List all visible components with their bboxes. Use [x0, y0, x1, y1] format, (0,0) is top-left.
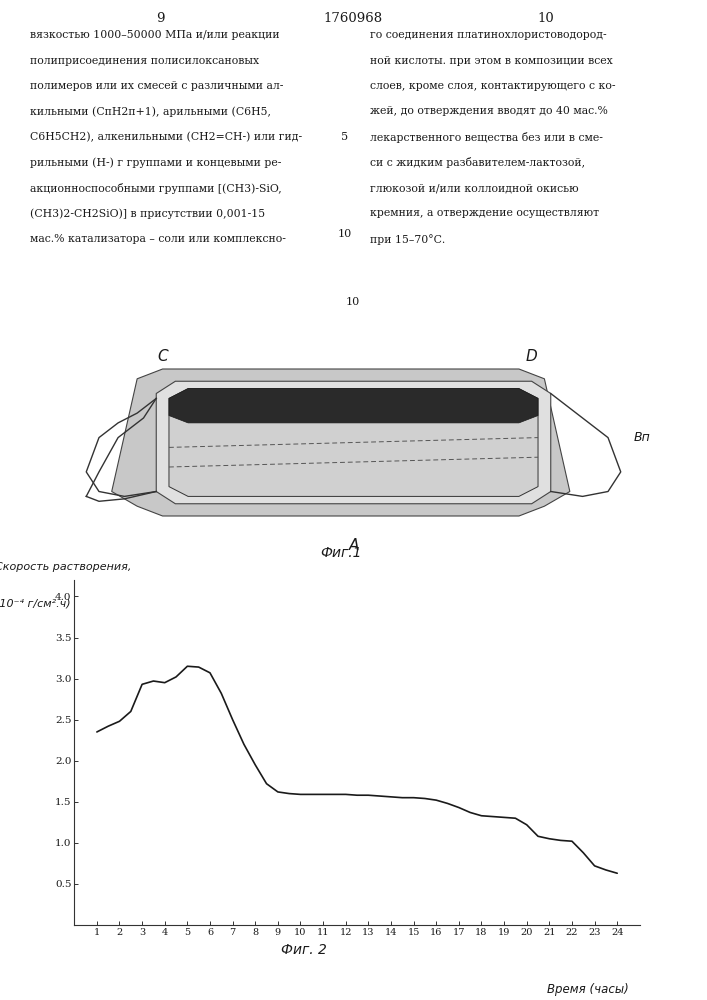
Text: слоев, кроме слоя, контактирующего с ко-: слоев, кроме слоя, контактирующего с ко-	[370, 81, 616, 91]
Text: Фиг. 2: Фиг. 2	[281, 943, 327, 957]
Polygon shape	[169, 389, 538, 423]
Text: 5: 5	[341, 132, 349, 142]
Text: при 15–70°С.: при 15–70°С.	[370, 234, 445, 245]
Text: жей, до отверждения вводят до 40 мас.%: жей, до отверждения вводят до 40 мас.%	[370, 106, 608, 116]
Polygon shape	[156, 381, 551, 504]
Polygon shape	[112, 369, 570, 516]
Text: кильными (СпН2п+1), арильными (С6Н5,: кильными (СпН2п+1), арильными (С6Н5,	[30, 106, 271, 117]
Text: ной кислоты. при этом в композиции всех: ной кислоты. при этом в композиции всех	[370, 55, 613, 66]
Text: С6Н5СН2), алкенильными (СН2=СН-) или гид-: С6Н5СН2), алкенильными (СН2=СН-) или гид…	[30, 132, 302, 142]
Text: 10: 10	[338, 229, 352, 239]
Text: C: C	[157, 349, 168, 364]
Text: Скорость растворения,: Скорость растворения,	[0, 562, 132, 572]
Text: мас.% катализатора – соли или комплексно-: мас.% катализатора – соли или комплексно…	[30, 234, 286, 244]
Text: 1760968: 1760968	[323, 12, 382, 25]
Text: Фиг.1: Фиг.1	[320, 546, 361, 560]
Text: D: D	[526, 349, 537, 364]
Text: си с жидким разбавителем-лактозой,: си с жидким разбавителем-лактозой,	[370, 157, 585, 168]
Polygon shape	[169, 389, 538, 496]
Text: лекарственного вещества без или в сме-: лекарственного вещества без или в сме-	[370, 132, 603, 143]
Text: рильными (Н-) г группами и концевыми ре-: рильными (Н-) г группами и концевыми ре-	[30, 157, 281, 168]
Text: (СН3)2-СН2SiO)] в присутствии 0,001-15: (СН3)2-СН2SiO)] в присутствии 0,001-15	[30, 209, 265, 219]
Text: акционноспособными группами [(СН3)-SiO,: акционноспособными группами [(СН3)-SiO,	[30, 183, 282, 194]
Text: 10: 10	[346, 297, 360, 307]
Text: 10: 10	[537, 12, 554, 25]
Text: вязкостью 1000–50000 МПа и/или реакции: вязкостью 1000–50000 МПа и/или реакции	[30, 30, 280, 40]
Text: полимеров или их смесей с различными ал-: полимеров или их смесей с различными ал-	[30, 81, 284, 91]
Text: A: A	[349, 538, 358, 553]
Text: кремния, а отверждение осуществляют: кремния, а отверждение осуществляют	[370, 209, 599, 219]
Text: го соединения платинохлористоводород-: го соединения платинохлористоводород-	[370, 30, 607, 40]
Text: Время (часы): Время (часы)	[547, 982, 629, 995]
Text: 9: 9	[156, 12, 164, 25]
Text: полиприсоединения полисилоксановых: полиприсоединения полисилоксановых	[30, 55, 259, 66]
Text: Вп: Вп	[633, 431, 650, 444]
Text: (10⁻⁴ г/см².ч): (10⁻⁴ г/см².ч)	[0, 599, 71, 609]
Text: глюкозой и/или коллоидной окисью: глюкозой и/или коллоидной окисью	[370, 183, 578, 193]
